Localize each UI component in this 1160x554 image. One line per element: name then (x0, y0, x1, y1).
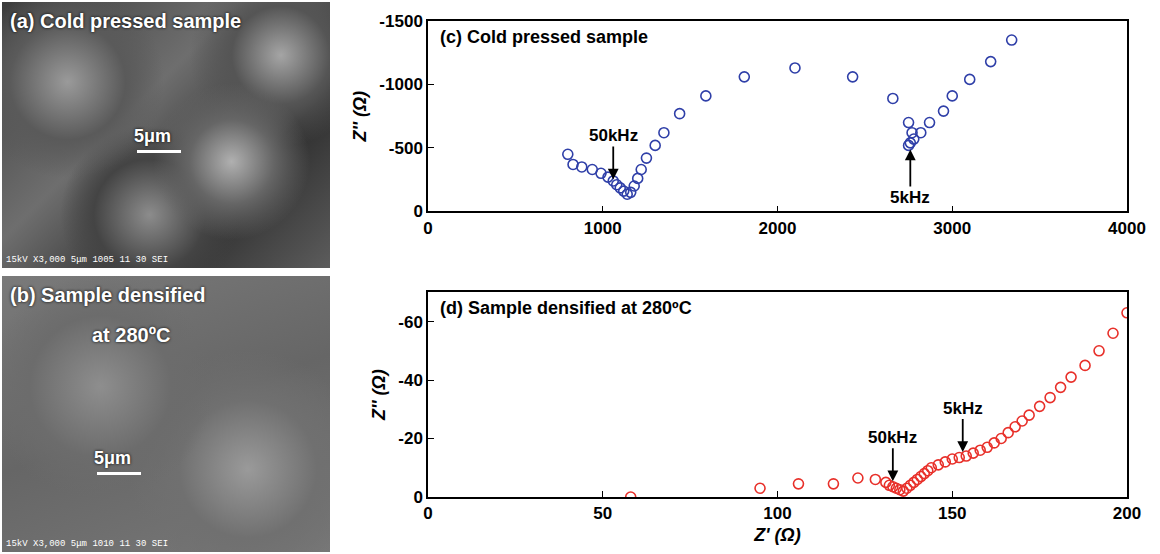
svg-text:4000: 4000 (1108, 219, 1146, 238)
svg-text:3000: 3000 (933, 219, 971, 238)
svg-text:1000: 1000 (584, 219, 622, 238)
svg-text:5kHz: 5kHz (890, 188, 930, 207)
svg-text:-500: -500 (389, 139, 423, 158)
svg-text:150: 150 (938, 504, 966, 523)
svg-text:200: 200 (1113, 504, 1141, 523)
html-text:(b) Sample densified: (b) Sample densified (10, 284, 206, 306)
svg-text:2000: 2000 (759, 219, 797, 238)
svg-text:0: 0 (413, 202, 422, 221)
svg-text:-40: -40 (398, 371, 423, 390)
svg-text:(d) Sample densified at 280ºC: (d) Sample densified at 280ºC (440, 298, 692, 318)
svg-text:0: 0 (423, 504, 432, 523)
html-text:15kV X3,000 5μm 1005 11 30 SEI: 15kV X3,000 5μm 1005 11 30 SEI (6, 255, 168, 265)
svg-text:Z'' (Ω): Z'' (Ω) (350, 91, 370, 143)
html-text:15kV X3,000 5μm 1010 11 30 SEI: 15kV X3,000 5μm 1010 11 30 SEI (6, 539, 168, 549)
svg-text:(c) Cold pressed sample: (c) Cold pressed sample (440, 27, 648, 47)
svg-text:0: 0 (413, 488, 422, 507)
svg-text:100: 100 (763, 504, 791, 523)
svg-text:50: 50 (593, 504, 612, 523)
html-text:at 280ºC: at 280ºC (92, 324, 171, 346)
svg-text:50kHz: 50kHz (589, 126, 638, 145)
html-text:5μm: 5μm (94, 448, 131, 468)
svg-text:Z' (Ω): Z' (Ω) (753, 525, 800, 545)
svg-text:-20: -20 (398, 429, 423, 448)
html-text:(a) Cold pressed sample: (a) Cold pressed sample (10, 10, 242, 32)
svg-text:5kHz: 5kHz (943, 399, 983, 418)
svg-text:0: 0 (423, 219, 432, 238)
svg-text:50kHz: 50kHz (868, 428, 917, 447)
svg-text:-1500: -1500 (379, 12, 422, 31)
svg-text:-1000: -1000 (379, 75, 422, 94)
svg-text:Z'' (Ω): Z'' (Ω) (369, 369, 389, 421)
svg-text:-60: -60 (398, 313, 423, 332)
html-text:5μm: 5μm (134, 126, 171, 146)
